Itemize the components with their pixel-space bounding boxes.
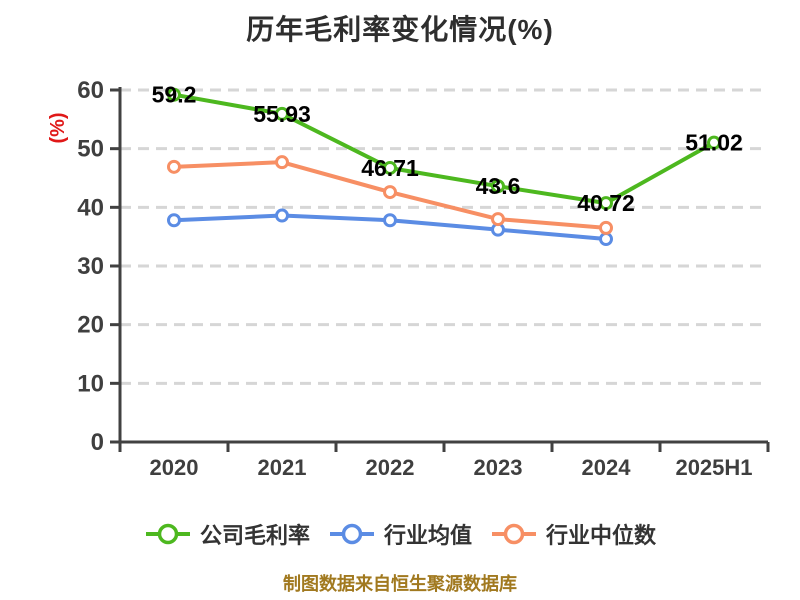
x-tick-label: 2024 [582,455,632,480]
legend-item-industry-median[interactable]: 行业中位数 [490,518,656,550]
data-point [275,208,289,223]
chart-legend: 公司毛利率 行业均值 行业中位数 [0,518,800,550]
data-point [383,160,397,175]
y-tick-label: 40 [77,194,104,221]
data-point [167,87,181,102]
y-axis-unit-label: (%) [47,112,69,143]
data-point [491,212,505,227]
data-point [383,213,397,228]
y-tick-label: 10 [77,370,104,397]
data-point [167,213,181,228]
y-tick-label: 20 [77,312,104,339]
series-company-gross-margin [167,87,721,211]
data-point [383,185,397,200]
data-point-label: 55.93 [253,101,311,127]
x-tick-label: 2022 [366,455,415,480]
data-point [275,106,289,121]
gridlines [120,88,768,385]
axes: 0 10 20 30 40 50 60 2020 2021 2022 2023 2024 2025H1 [77,77,770,480]
legend-label: 行业中位数 [546,523,657,548]
data-point [599,196,613,211]
data-point-label: 40.72 [577,190,635,216]
data-point-label: 59.2 [152,82,197,108]
data-point [599,220,613,235]
x-tick-label: 2021 [258,455,307,480]
legend-marker-icon [492,523,536,545]
series-line [172,92,716,206]
data-point [167,159,181,174]
legend-item-company-gross-margin[interactable]: 公司毛利率 [144,518,310,550]
legend-label: 行业均值 [383,523,472,548]
x-tick-label: 2023 [474,455,523,480]
legend-marker-icon [145,523,190,545]
data-point [491,179,505,194]
y-tick-label: 60 [77,77,104,104]
series-industry-median [167,155,613,235]
data-source-note: 制图数据来自恒生聚源数据库 [283,574,517,594]
data-point [599,232,613,247]
data-point-label: 51.02 [685,130,743,156]
y-tick-label: 50 [77,136,104,163]
y-tick-label: 30 [77,253,104,280]
data-point-label: 46.71 [361,155,419,181]
chart-canvas: 0 10 20 30 40 50 60 2020 2021 2022 2023 2024 2025H1 (… [47,77,770,480]
series-industry-average [167,208,613,247]
data-point-label: 43.6 [476,173,521,199]
data-point [707,135,721,150]
legend-label: 公司毛利率 [199,523,310,548]
x-tick-label: 2020 [150,455,199,480]
data-point [275,155,289,170]
y-tick-label: 0 [91,429,104,456]
chart-title: 历年毛利率变化情况(%) [246,14,554,45]
legend-item-industry-average[interactable]: 行业均值 [328,518,472,550]
legend-marker-icon [329,523,374,545]
x-tick-label: 2025H1 [675,455,752,480]
